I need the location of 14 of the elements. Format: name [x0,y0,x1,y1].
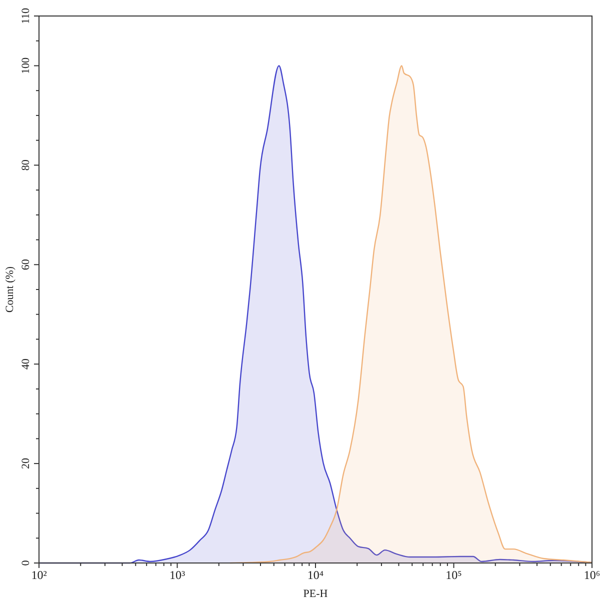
x-tick-label: 10⁴ [307,568,324,582]
y-tick-label: 40 [20,358,32,370]
y-axis-title: Count (%) [4,266,16,313]
x-tick-label: 10³ [169,568,186,582]
y-tick-label: 0 [20,560,32,566]
x-tick-label: 10² [31,568,48,582]
y-tick-label: 60 [20,258,32,270]
x-axis-title: PE-H [303,588,328,600]
y-tick-label: 80 [20,159,32,171]
x-tick-label: 10⁵ [446,568,462,582]
y-tick-label: 100 [20,56,32,74]
y-tick-label: 110 [20,7,32,24]
x-tick-label: 10⁶ [584,568,600,582]
y-tick-label: 20 [20,458,32,470]
